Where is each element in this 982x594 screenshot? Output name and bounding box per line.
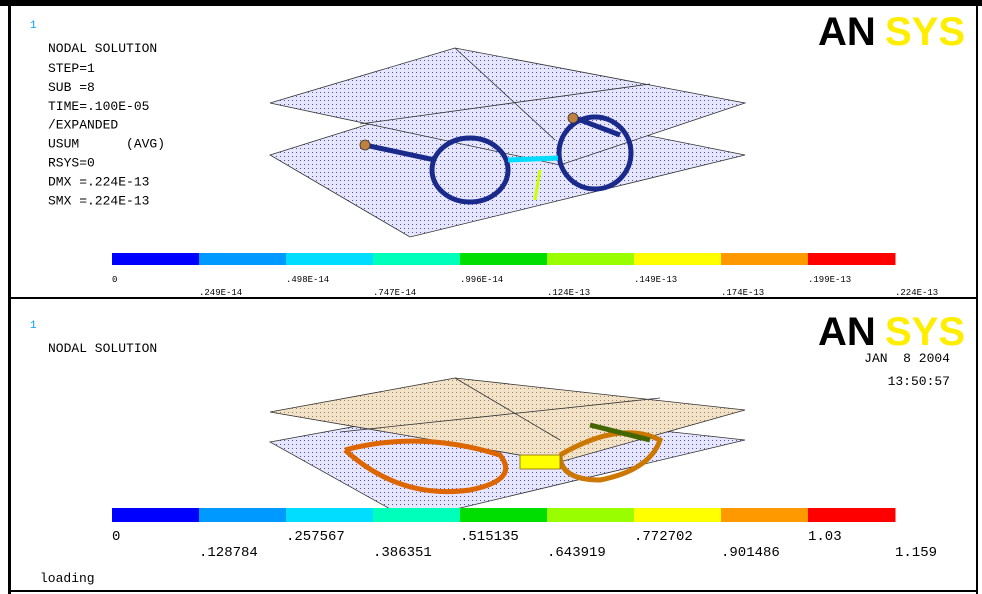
legend-label: 0 [112, 529, 120, 545]
legend-swatch [112, 253, 200, 265]
legend-label: .124E-13 [547, 288, 590, 298]
logo-sys: SYS [885, 10, 965, 54]
legend-swatch [808, 253, 896, 265]
top-border [0, 0, 982, 6]
legend-swatch [547, 253, 635, 265]
bottom-border [8, 590, 978, 592]
info-line: TIME=.100E-05 [48, 99, 149, 114]
legend-label: 1.159 [895, 545, 937, 561]
ansys-window: loading 1NODAL SOLUTIONANSYSSTEP=1SUB =8… [0, 0, 982, 594]
legend-label: .643919 [547, 545, 606, 561]
info-line: USUM (AVG) [48, 137, 165, 152]
legend-swatch [286, 508, 374, 522]
logo-sys: SYS [885, 310, 965, 354]
legend-label: 1.03 [808, 529, 842, 545]
logo-an: AN [818, 10, 876, 54]
legend-label: .257567 [286, 529, 345, 545]
info-line: RSYS=0 [48, 156, 95, 171]
legend-label: .249E-14 [199, 288, 242, 298]
window-number: 1 [30, 20, 37, 32]
legend-label: .199E-13 [808, 275, 851, 285]
legend-label: .772702 [634, 529, 693, 545]
info-line: SMX =.224E-13 [48, 193, 149, 208]
legend-label: .386351 [373, 545, 432, 561]
legend-swatch [460, 253, 548, 265]
legend-label: .747E-14 [373, 288, 416, 298]
legend-label: .149E-13 [634, 275, 677, 285]
legend-label: .996E-14 [460, 275, 503, 285]
legend-swatch [286, 253, 374, 265]
legend-label: .515135 [460, 529, 519, 545]
info-line: /EXPANDED [48, 118, 118, 133]
date: JAN 8 2004 [864, 351, 950, 366]
legend-swatch [199, 508, 287, 522]
info-line: SUB =8 [48, 80, 95, 95]
legend-label: .901486 [721, 545, 780, 561]
legend-swatch [634, 508, 722, 522]
legend-label: .174E-13 [721, 288, 764, 298]
legend-swatch [808, 508, 896, 522]
legend-swatch [460, 508, 548, 522]
legend-swatch [721, 508, 809, 522]
legend-label: 0 [112, 275, 117, 285]
legend-swatch [199, 253, 287, 265]
legend-label: .498E-14 [286, 275, 329, 285]
plot-title: NODAL SOLUTION [48, 341, 157, 356]
legend-label: .128784 [199, 545, 258, 561]
info-line: DMX =.224E-13 [48, 174, 149, 189]
time: 13:50:57 [888, 374, 950, 389]
legend-swatch [634, 253, 722, 265]
legend-swatch [373, 253, 461, 265]
status: loading [40, 571, 95, 586]
legend-swatch [721, 253, 809, 265]
legend-label: .224E-13 [895, 288, 938, 298]
legend-swatch [547, 508, 635, 522]
legend-swatch [373, 508, 461, 522]
logo-an: AN [818, 310, 876, 354]
legend-swatch [112, 508, 200, 522]
divider [8, 297, 978, 299]
info-line: STEP=1 [48, 61, 95, 76]
plot-title: NODAL SOLUTION [48, 41, 157, 56]
window-number: 1 [30, 320, 37, 332]
